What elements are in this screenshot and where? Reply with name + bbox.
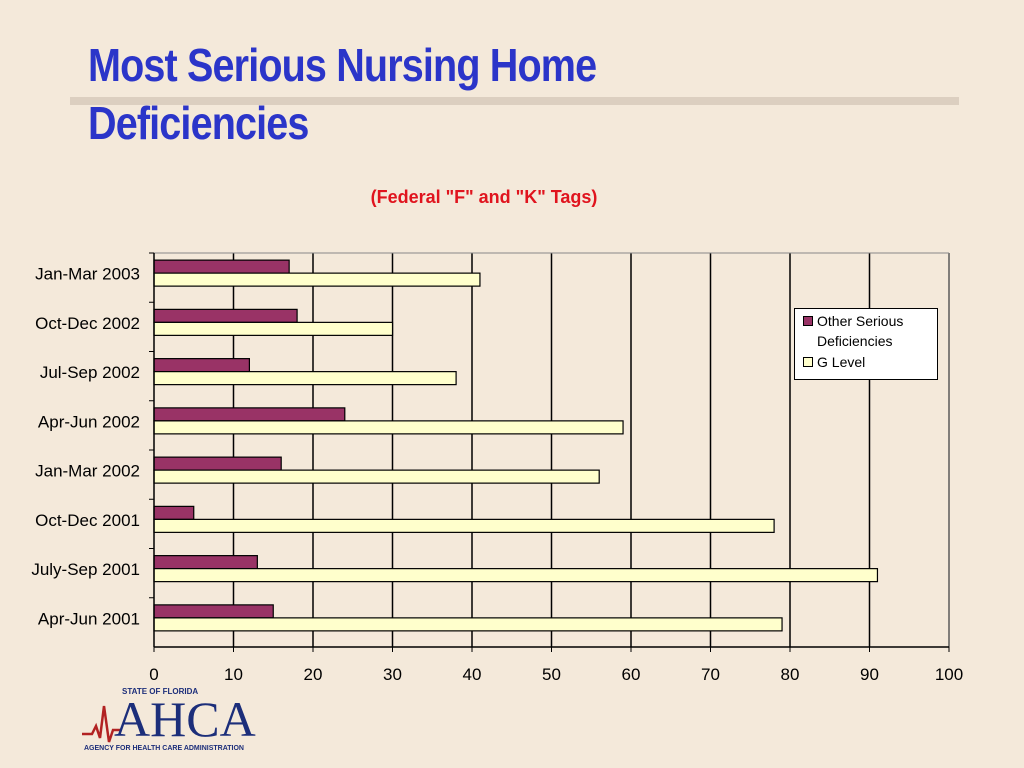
- x-tick-label: 60: [622, 665, 641, 684]
- x-tick-label: 20: [304, 665, 323, 684]
- y-tick-label: Apr-Jun 2002: [38, 412, 140, 431]
- x-tick-label: 100: [935, 665, 963, 684]
- logo-wordmark: AHCA: [114, 691, 256, 747]
- bar-other-serious: [153, 456, 282, 471]
- x-tick-label: 70: [701, 665, 720, 684]
- bar-other-serious: [153, 358, 251, 373]
- bar-g-level: [153, 321, 394, 336]
- bar-g-level: [153, 371, 457, 386]
- y-tick-label: July-Sep 2001: [31, 560, 140, 579]
- bar-g-level: [153, 518, 775, 533]
- x-tick-label: 50: [542, 665, 561, 684]
- heartbeat-icon: [82, 705, 122, 743]
- bar-other-serious: [153, 407, 346, 422]
- bar-other-serious: [153, 308, 298, 323]
- bar-g-level: [153, 469, 600, 484]
- x-tick-label: 10: [224, 665, 243, 684]
- bar-g-level: [153, 617, 783, 632]
- legend-item-series-1: Other Serious Deficiencies: [803, 311, 933, 351]
- bar-other-serious: [153, 259, 290, 274]
- chart-subtitle: (Federal "F" and "K" Tags): [370, 187, 598, 207]
- bar-other-serious: [153, 555, 258, 570]
- bar-g-level: [153, 568, 879, 583]
- bars: [153, 259, 879, 632]
- y-tick-label: Jul-Sep 2002: [40, 363, 140, 382]
- bar-other-serious: [153, 505, 195, 520]
- axis-labels: 0 10 20 30 40 50 60 70 80 90 100 Jan-Mar 2003 Oct-De…: [31, 265, 963, 684]
- x-tick-label: 90: [860, 665, 879, 684]
- legend-label-series-2: G Level: [817, 354, 866, 370]
- x-tick-label: 80: [781, 665, 800, 684]
- legend-item-series-2: G Level: [803, 352, 866, 372]
- bar-other-serious: [153, 604, 274, 619]
- x-tick-label: 40: [463, 665, 482, 684]
- logo-agency-text: AGENCY FOR HEALTH CARE ADMINISTRATION: [84, 745, 244, 752]
- x-tick-label: 0: [149, 665, 158, 684]
- legend-swatch-series-2: [803, 357, 813, 367]
- bar-g-level: [153, 420, 624, 435]
- x-tick-label: 30: [383, 665, 402, 684]
- chart-legend: Other Serious Deficiencies G Level: [794, 308, 938, 380]
- legend-label-series-1: Other Serious Deficiencies: [817, 313, 904, 349]
- slide-title: Most Serious Nursing Home Deficiencies: [88, 39, 597, 149]
- y-tick-label: Oct-Dec 2001: [35, 511, 140, 530]
- ahca-logo: STATE OF FLORIDA AHCA AGENCY FOR HEALTH …: [82, 686, 256, 756]
- legend-swatch-series-1: [803, 316, 813, 326]
- y-tick-label: Apr-Jun 2001: [38, 609, 140, 628]
- y-tick-label: Jan-Mar 2002: [35, 462, 140, 481]
- y-tick-label: Jan-Mar 2003: [35, 265, 140, 284]
- bar-g-level: [153, 272, 481, 287]
- y-tick-label: Oct-Dec 2002: [35, 314, 140, 333]
- logo-state-text: STATE OF FLORIDA: [122, 687, 199, 696]
- axes: [149, 252, 950, 652]
- title-divider: [70, 97, 959, 105]
